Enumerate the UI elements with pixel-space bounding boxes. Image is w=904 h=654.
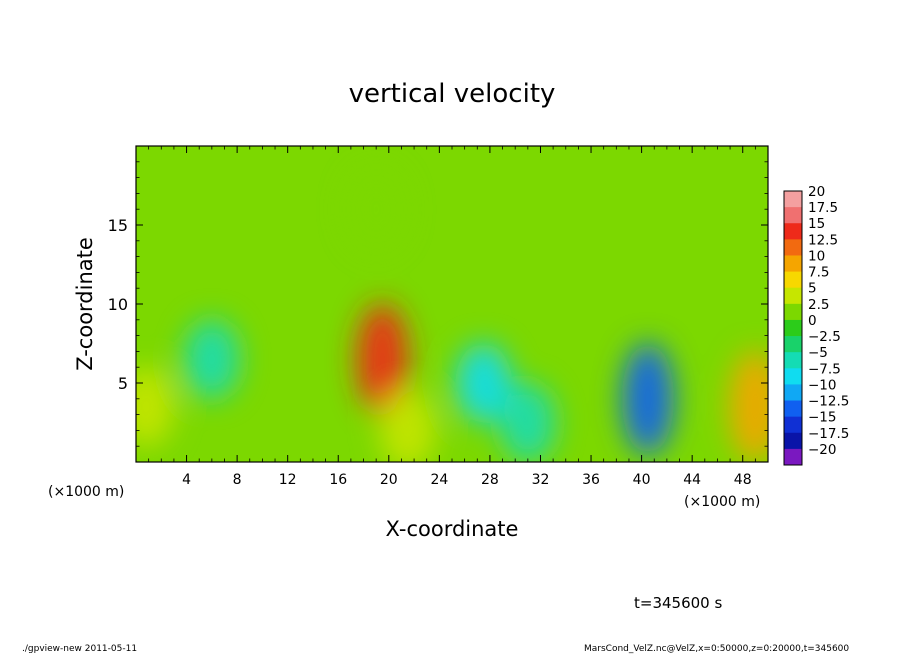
colorbar-label: 20 — [808, 184, 825, 200]
footer-right: MarsCond_VelZ.nc@VelZ,x=0:50000,z=0:2000… — [584, 644, 849, 654]
colorbar-label: 5 — [808, 281, 817, 297]
colorbar-swatch — [784, 319, 802, 337]
field-feature-6 — [455, 343, 512, 423]
colorbar-label: −5 — [808, 345, 828, 361]
chart-title: vertical velocity — [349, 79, 556, 109]
colorbar-swatch — [784, 352, 802, 369]
colorbar-swatch — [784, 223, 802, 240]
x-tick-label: 32 — [532, 472, 550, 488]
colorbar-label: 7.5 — [808, 265, 829, 281]
colorbar-swatch — [784, 400, 802, 418]
colorbar-swatch — [784, 271, 802, 289]
field-feature-4 — [136, 366, 175, 447]
colorbar-label: −10 — [808, 377, 837, 393]
colorbar-swatch — [784, 448, 802, 466]
colorbar-label: 10 — [808, 248, 825, 264]
colorbar-label: −20 — [808, 442, 837, 458]
field-background — [136, 146, 768, 462]
colorbar-swatch — [784, 384, 802, 402]
colorbar-label: −7.5 — [808, 361, 841, 377]
time-label: t=345600 s — [634, 594, 722, 612]
colorbar-swatch — [784, 303, 802, 321]
x-tick-label: 8 — [233, 472, 242, 488]
field-blobs — [136, 169, 768, 462]
colorbar-frame — [783, 190, 803, 466]
colorbar-label: −15 — [808, 410, 837, 426]
x-tick-label: 36 — [582, 472, 600, 488]
colorbar-swatch — [784, 207, 802, 224]
field-feature-3 — [729, 350, 768, 462]
y-tick-label: 15 — [108, 216, 128, 235]
colorbar-swatch — [784, 239, 802, 256]
field-feature-5 — [183, 319, 240, 400]
colorbar-swatch — [784, 255, 802, 273]
colorbar-label: −12.5 — [808, 394, 849, 410]
x-tick-label: 44 — [683, 472, 701, 488]
x-tick-label: 4 — [182, 472, 191, 488]
x-tick-label: 16 — [329, 472, 347, 488]
colorbar-swatch — [784, 191, 802, 208]
colorbar-label: −2.5 — [808, 329, 841, 345]
colorbar-swatch — [784, 416, 802, 434]
field-feature-8 — [348, 169, 405, 250]
x-tick-label: 28 — [481, 472, 499, 488]
x-tick-label: 48 — [734, 472, 752, 488]
y-tick-label: 10 — [108, 295, 128, 314]
field-feature-1 — [379, 390, 436, 462]
colorbar-swatch — [784, 287, 802, 305]
colorbar-label: 15 — [808, 216, 825, 232]
colorbar-swatch — [784, 336, 802, 353]
x-unit-right: (×1000 m) — [684, 494, 760, 510]
colorbar-label: 17.5 — [808, 200, 838, 216]
plot-area — [136, 146, 768, 462]
x-tick-label: 12 — [279, 472, 297, 488]
field-feature-7 — [499, 382, 556, 462]
y-tick-label: 5 — [118, 374, 128, 393]
x-axis-label: X-coordinate — [386, 517, 519, 541]
field-feature-2 — [621, 342, 674, 455]
colorbar-swatch — [784, 368, 802, 385]
x-tick-label: 24 — [430, 472, 448, 488]
colorbar-swatch — [784, 432, 802, 450]
y-axis-ticks: 5 10 15 — [108, 161, 768, 447]
x-tick-label: 40 — [633, 472, 651, 488]
footer-left: ./gpview-new 2011-05-11 — [22, 644, 137, 654]
field-feature-0 — [356, 303, 409, 416]
x-unit-left: (×1000 m) — [48, 484, 124, 500]
x-tick-label: 20 — [380, 472, 398, 488]
x-axis-ticks: 4 8 12 16 20 24 28 32 36 40 44 48 — [148, 146, 756, 488]
y-axis-label: Z-coordinate — [73, 237, 97, 371]
colorbar-label: 2.5 — [808, 297, 829, 313]
colorbar-label: 12.5 — [808, 232, 838, 248]
colorbar-label: 0 — [808, 313, 817, 329]
colorbar-label: −17.5 — [808, 426, 849, 442]
colorbar: 2017.51512.5107.552.50−2.5−5−7.5−10−12.5… — [783, 184, 849, 466]
